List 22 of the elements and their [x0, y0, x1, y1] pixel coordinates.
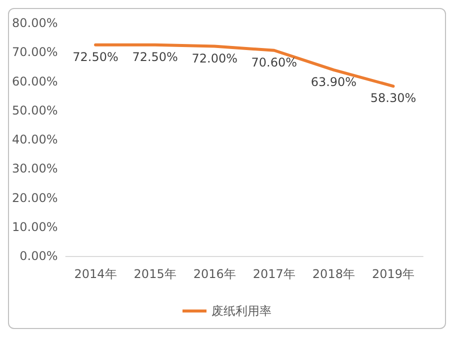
y-tick-label: 70.00% — [12, 45, 58, 60]
x-tick-label: 2018年 — [312, 267, 355, 281]
y-tick-label: 30.00% — [12, 162, 58, 176]
y-tick-label: 40.00% — [12, 132, 58, 146]
data-label: 72.50% — [132, 50, 178, 64]
x-tick-label: 2017年 — [252, 267, 296, 281]
legend-label: 废纸利用率 — [212, 304, 272, 318]
y-tick-label: 60.00% — [12, 74, 58, 88]
y-tick-label: 50.00% — [12, 103, 58, 118]
data-label: 72.00% — [192, 51, 238, 66]
y-tick-label: 10.00% — [12, 220, 58, 234]
data-label: 63.90% — [310, 74, 357, 89]
data-label: 72.50% — [72, 50, 118, 64]
y-tick-label: 0.00% — [20, 249, 58, 263]
x-tick-label: 2019年 — [372, 267, 415, 281]
data-label: 70.60% — [251, 55, 298, 70]
x-tick-label: 2015年 — [134, 267, 176, 281]
y-tick-label: 20.00% — [12, 190, 58, 205]
data-label: 58.30% — [370, 91, 416, 106]
x-tick-label: 2014年 — [74, 267, 117, 281]
x-tick-label: 2016年 — [193, 267, 236, 281]
y-tick-label: 80.00% — [12, 16, 58, 30]
